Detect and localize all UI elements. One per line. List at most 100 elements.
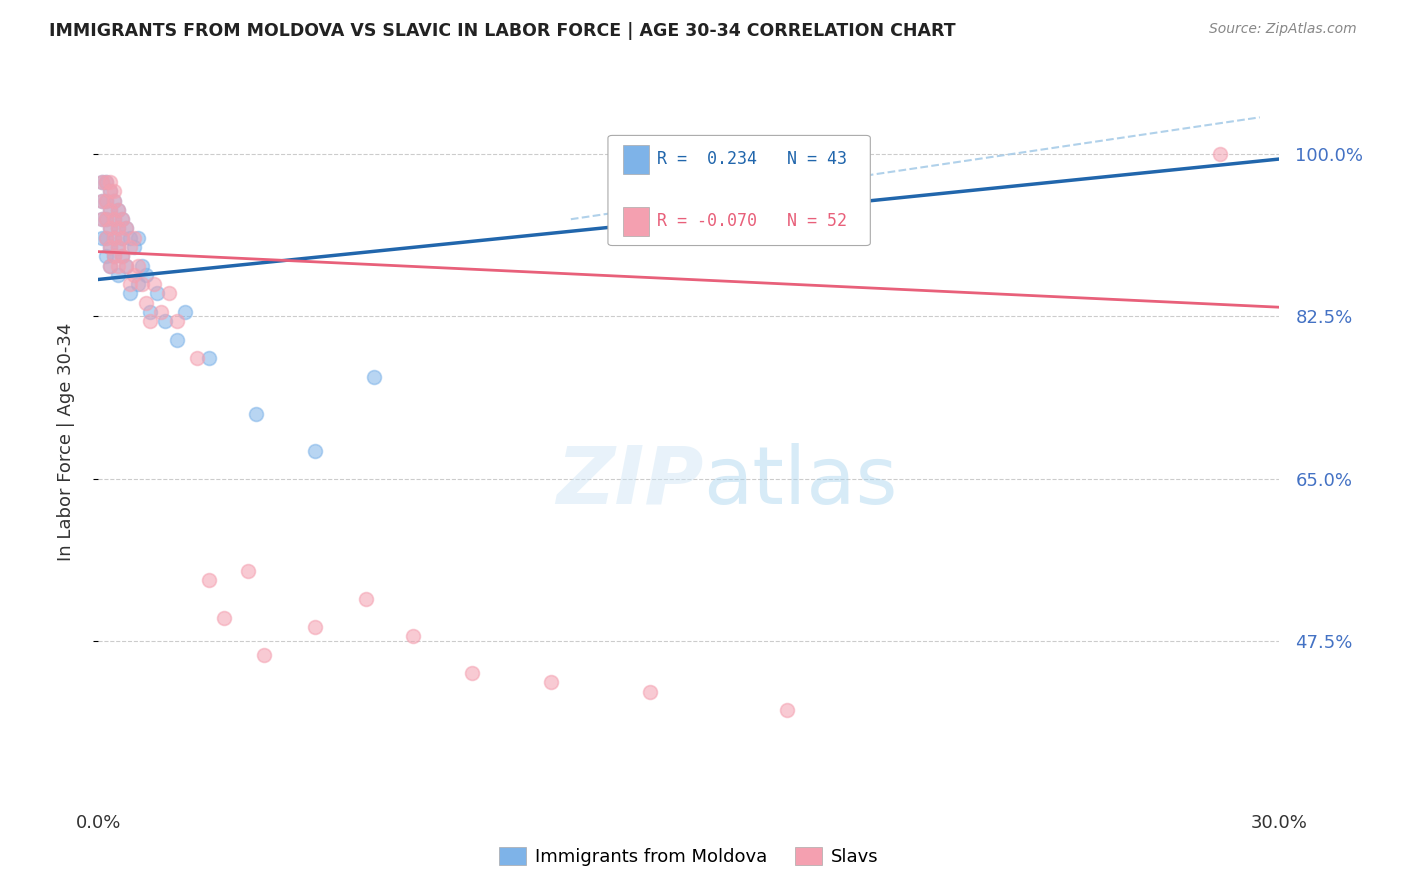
Point (98, 202, 121, 217)
Text: atlas: atlas (703, 442, 897, 521)
Point (107, 202, 129, 217)
Point (131, 277, 153, 291)
Point (98, 202, 121, 217)
Point (150, 305, 173, 319)
Point (107, 221, 129, 235)
Point (166, 333, 188, 347)
Point (197, 351, 219, 366)
Point (103, 185, 125, 199)
Point (91, 194, 114, 208)
Point (197, 574, 219, 588)
Point (96, 175, 118, 189)
Point (166, 314, 188, 328)
Point (186, 351, 208, 366)
Point (253, 648, 276, 662)
Point (245, 407, 267, 421)
Point (135, 268, 157, 282)
Point (115, 221, 138, 235)
Point (107, 240, 129, 254)
Point (98, 185, 121, 199)
Text: R =  0.234   N = 43: R = 0.234 N = 43 (657, 151, 848, 169)
Point (91, 175, 114, 189)
Point (107, 221, 129, 235)
Point (96, 212, 118, 227)
Point (96, 212, 118, 227)
Point (135, 295, 157, 310)
Point (354, 592, 377, 607)
Point (122, 268, 145, 282)
Point (98, 259, 121, 273)
Point (155, 314, 177, 328)
Point (98, 221, 121, 235)
Text: ZIP: ZIP (555, 442, 703, 521)
Point (174, 305, 197, 319)
Point (103, 231, 125, 245)
Point (131, 259, 153, 273)
Point (91, 212, 114, 227)
Text: R = -0.070   N = 52: R = -0.070 N = 52 (657, 212, 848, 230)
Point (118, 277, 141, 291)
Point (103, 194, 125, 208)
Point (103, 194, 125, 208)
Point (111, 212, 134, 227)
Point (115, 221, 138, 235)
Point (96, 249, 118, 263)
Point (115, 259, 138, 273)
Point (142, 277, 165, 291)
Point (96, 231, 118, 245)
Point (107, 268, 129, 282)
Text: IMMIGRANTS FROM MOLDOVA VS SLAVIC IN LABOR FORCE | AGE 30-34 CORRELATION CHART: IMMIGRANTS FROM MOLDOVA VS SLAVIC IN LAB… (49, 22, 956, 40)
Point (111, 231, 134, 245)
Legend: Immigrants from Moldova, Slavs: Immigrants from Moldova, Slavs (492, 839, 886, 873)
Point (98, 259, 121, 273)
Point (103, 212, 125, 227)
Point (363, 369, 385, 384)
Point (111, 231, 134, 245)
Text: Source: ZipAtlas.com: Source: ZipAtlas.com (1209, 22, 1357, 37)
Point (138, 305, 160, 319)
Point (96, 231, 118, 245)
Point (115, 259, 138, 273)
Point (118, 240, 141, 254)
Point (91, 194, 114, 208)
Point (103, 249, 125, 263)
Point (461, 666, 484, 681)
Point (111, 249, 134, 263)
Point (138, 314, 160, 328)
Point (107, 259, 129, 273)
Point (118, 231, 141, 245)
Point (91, 175, 114, 189)
Point (103, 231, 125, 245)
Point (1209, 147, 1232, 161)
Point (98, 240, 121, 254)
Point (402, 629, 425, 643)
Point (96, 175, 118, 189)
Point (304, 443, 326, 458)
Point (776, 703, 799, 717)
Point (127, 277, 149, 291)
Point (122, 231, 145, 245)
Point (96, 194, 118, 208)
Point (96, 194, 118, 208)
Point (236, 564, 259, 578)
Point (146, 286, 169, 301)
Point (157, 286, 180, 301)
Point (638, 684, 661, 698)
Point (98, 221, 121, 235)
Point (540, 675, 562, 690)
Y-axis label: In Labor Force | Age 30-34: In Labor Force | Age 30-34 (56, 322, 75, 561)
Point (98, 240, 121, 254)
Point (103, 249, 125, 263)
Point (122, 240, 145, 254)
Point (98, 175, 121, 189)
Point (98, 185, 121, 199)
Point (107, 240, 129, 254)
Point (103, 212, 125, 227)
Point (91, 231, 114, 245)
Point (127, 231, 149, 245)
Point (118, 286, 141, 301)
Point (304, 620, 326, 634)
Point (111, 212, 134, 227)
Point (107, 202, 129, 217)
Point (127, 259, 149, 273)
